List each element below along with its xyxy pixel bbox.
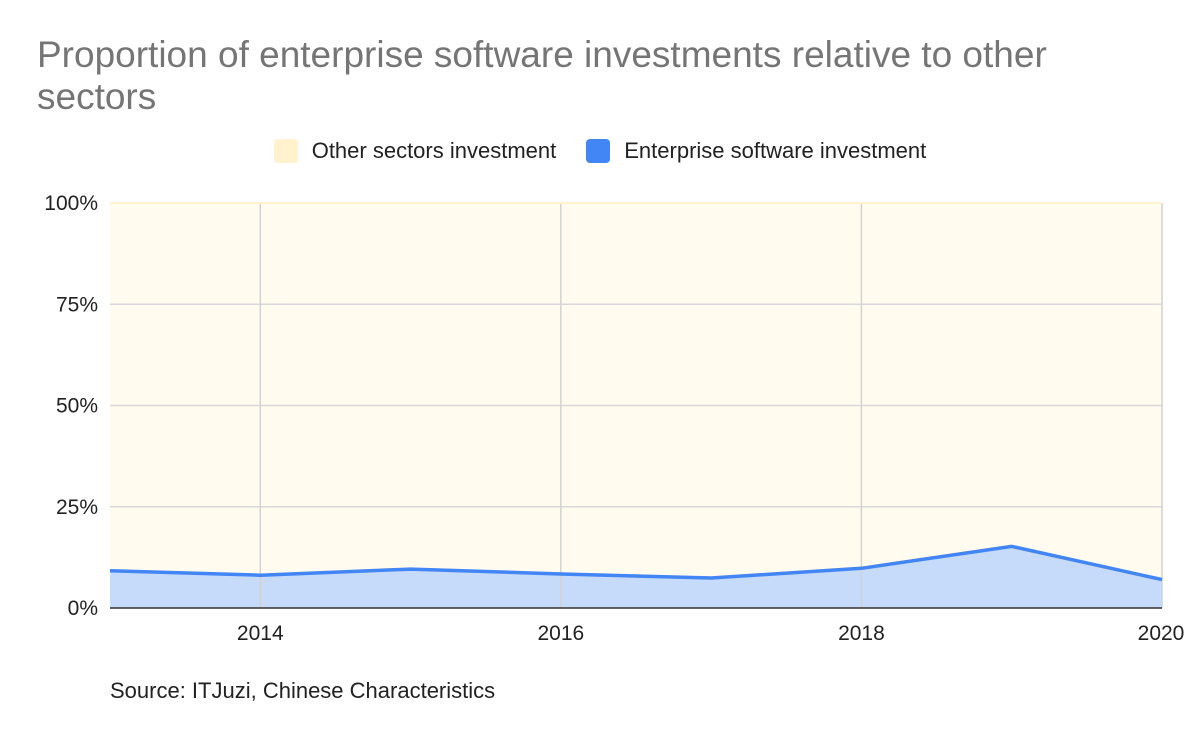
x-axis-ticks: 2014 2016 2018 2020 [237, 622, 1184, 645]
source-note: Source: ITJuzi, Chinese Characteristics [110, 678, 496, 703]
legend-label-other-sectors: Other sectors investment [311, 138, 557, 163]
y-tick-label-50: 50% [56, 395, 98, 418]
line-enterprise-software [109, 544, 1163, 582]
legend-item-enterprise-software[interactable]: Enterprise software investment [586, 138, 926, 164]
chart-title: Proportion of enterprise software invest… [37, 34, 1047, 117]
y-tick-label-0: 0% [68, 597, 98, 620]
y-tick-label-25: 25% [56, 496, 98, 519]
series-lines [109, 202, 1163, 609]
x-tick-label-2016: 2016 [537, 622, 584, 645]
x-tick-label-2020: 2020 [1138, 622, 1185, 645]
x-tick-label-2014: 2014 [237, 622, 284, 645]
legend-label-enterprise-software: Enterprise software investment [624, 138, 927, 163]
y-axis-ticks: 0% 25% 50% 75% 100% [44, 192, 98, 620]
chart-legend: Other sectors investment Enterprise soft… [0, 138, 1200, 164]
y-tick-label-100: 100% [44, 192, 98, 215]
legend-swatch-enterprise-software [586, 139, 611, 163]
x-tick-label-2018: 2018 [838, 622, 885, 645]
area-other-sectors [110, 203, 1162, 580]
legend-swatch-other-sectors [273, 139, 298, 163]
y-tick-label-75: 75% [56, 293, 98, 316]
legend-item-other-sectors[interactable]: Other sectors investment [273, 138, 557, 164]
